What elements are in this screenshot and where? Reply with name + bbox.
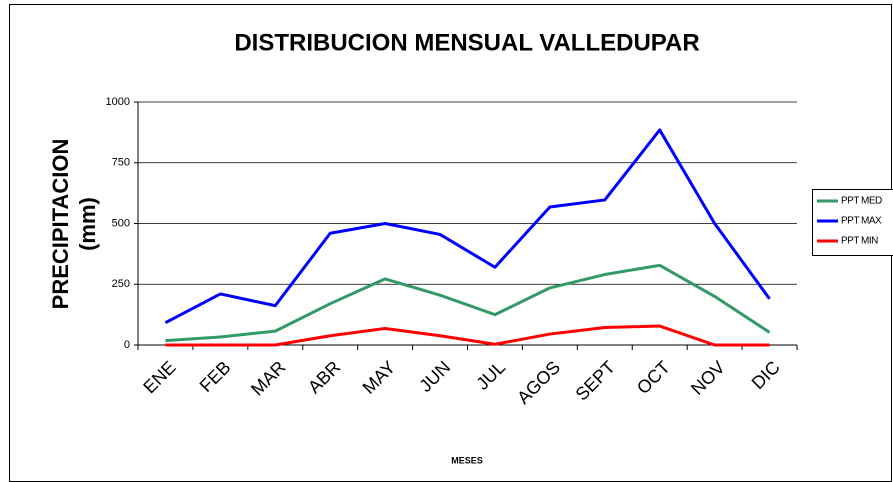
series-line: [164, 128, 771, 324]
series-line: [165, 263, 771, 343]
y-axis-title-line: (mm): [75, 197, 100, 251]
legend-label: PPT MIN: [841, 236, 878, 247]
y-tick-label: 500: [112, 217, 130, 229]
y-axis-title-line: PRECIPITACION: [48, 139, 73, 310]
chart-title: DISTRIBUCION MENSUAL VALLEDUPAR: [234, 29, 699, 56]
series-line: [165, 324, 770, 347]
legend: PPT MED PPT MAX PPT MIN: [812, 189, 893, 256]
legend-label: PPT MED: [841, 196, 882, 207]
y-tick-label: 1000: [106, 96, 130, 108]
y-tick-label: 750: [112, 157, 130, 169]
y-tick-label: 250: [112, 278, 130, 290]
x-axis-title: MESES: [451, 455, 483, 465]
y-tick-label: 0: [124, 339, 130, 351]
y-axis-title: PRECIPITACION (mm): [48, 139, 100, 310]
legend-label: PPT MAX: [841, 216, 882, 227]
chart-border: [9, 4, 892, 482]
